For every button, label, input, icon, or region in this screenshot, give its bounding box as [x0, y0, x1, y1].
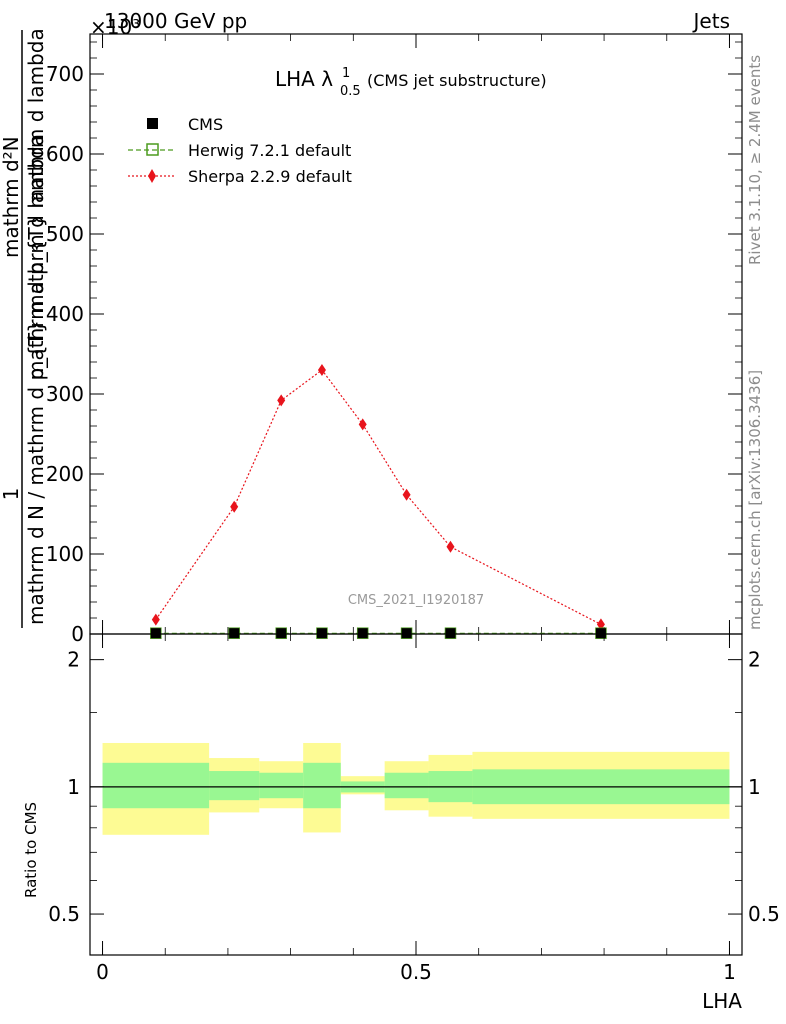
title-main: LHA λ — [275, 67, 333, 91]
cms-point — [357, 628, 368, 639]
sherpa-point — [358, 418, 367, 431]
plot-title: LHA λ — [275, 67, 333, 91]
legend-herwig-label: Herwig 7.2.1 default — [188, 141, 351, 160]
sherpa-point — [402, 488, 411, 501]
legend-cms-marker — [147, 118, 158, 129]
side-text-bottom: mcplots.cern.ch [arXiv:1306.3436] — [746, 370, 764, 630]
sherpa-point — [277, 394, 286, 407]
cms-point — [150, 628, 161, 639]
cms-point — [229, 628, 240, 639]
ratio-x-tick-label: 1 — [723, 960, 736, 984]
sherpa-point — [446, 540, 455, 553]
title-sup: 1 — [342, 66, 350, 81]
cms-point — [276, 628, 287, 639]
x-axis-label: LHA — [702, 989, 742, 1013]
ratio-y-tick-label: 1 — [67, 775, 80, 799]
sherpa-point — [230, 500, 239, 513]
y-axis-label: 1 mathrm d N / mathrm d p_{T} mathrm d l… — [0, 28, 48, 628]
sherpa-point — [317, 364, 326, 376]
main-y-tick-label: 600 — [46, 142, 84, 166]
main-y-tick-label: 100 — [46, 542, 84, 566]
ratio-band-inner — [384, 772, 429, 799]
ylabel-denominator2: mathrm d p_{T} mathrm d lambda — [24, 28, 48, 380]
cms-point — [445, 628, 456, 639]
ratio-band-inner — [259, 772, 304, 799]
title-rest: (CMS jet substructure) — [367, 71, 547, 90]
main-y-tick-label: 0 — [71, 622, 84, 646]
legend-sherpa-marker — [148, 169, 156, 183]
cms-point — [316, 628, 327, 639]
legend-cms-label: CMS — [188, 115, 223, 134]
ratio-x-tick-label: 0.5 — [400, 960, 432, 984]
ratio-x-tick-label: 0 — [96, 960, 109, 984]
sherpa-line — [155, 369, 602, 625]
ratio-plot: 0.5 0.5 1 1 2 2 0 0.5 1 — [48, 633, 780, 984]
ratio-band-inner — [102, 762, 210, 809]
ratio-y-tick-label-right: 1 — [748, 775, 761, 799]
sherpa-point — [596, 618, 605, 631]
legend-herwig-marker — [146, 143, 159, 156]
main-y-tick-label: 300 — [46, 382, 84, 406]
ylabel-denominator: mathrm d N / mathrm d p_{T} mathrm d lam… — [24, 134, 48, 625]
main-y-tick-label: 700 — [46, 62, 84, 86]
main-y-tick-label: 500 — [46, 222, 84, 246]
exponent-label: ×10³ — [90, 15, 140, 39]
ratio-y-tick-label: 2 — [67, 648, 80, 672]
ratio-y-tick-label-right: 2 — [748, 648, 761, 672]
ratio-band-inner — [303, 762, 341, 809]
sherpa-point — [151, 613, 160, 626]
legend-sherpa-label: Sherpa 2.2.9 default — [188, 167, 352, 186]
legend: CMS Herwig 7.2.1 default Sherpa 2.2.9 de… — [128, 115, 352, 186]
ylabel-one: 1 — [0, 488, 23, 501]
ratio-y-tick-label-right: 0.5 — [748, 902, 780, 926]
side-text-top: Rivet 3.1.10, ≥ 2.4M events — [746, 55, 764, 265]
main-plot: 0 100 200 300 400 500 600 700 — [46, 33, 743, 646]
header-right: Jets — [692, 9, 730, 33]
cms-point — [595, 628, 606, 639]
header-left: 13000 GeV pp — [104, 9, 247, 33]
main-y-tick-label: 200 — [46, 462, 84, 486]
cms-point — [401, 628, 412, 639]
title-sub: 0.5 — [340, 84, 361, 99]
analysis-watermark: CMS_2021_I1920187 — [348, 593, 484, 608]
ylabel-numerator: mathrm d²N — [0, 136, 23, 258]
ratio-band-inner — [209, 771, 260, 801]
ratio-y-label: Ratio to CMS — [22, 802, 40, 898]
ratio-y-tick-label: 0.5 — [48, 902, 80, 926]
main-y-tick-label: 400 — [46, 302, 84, 326]
